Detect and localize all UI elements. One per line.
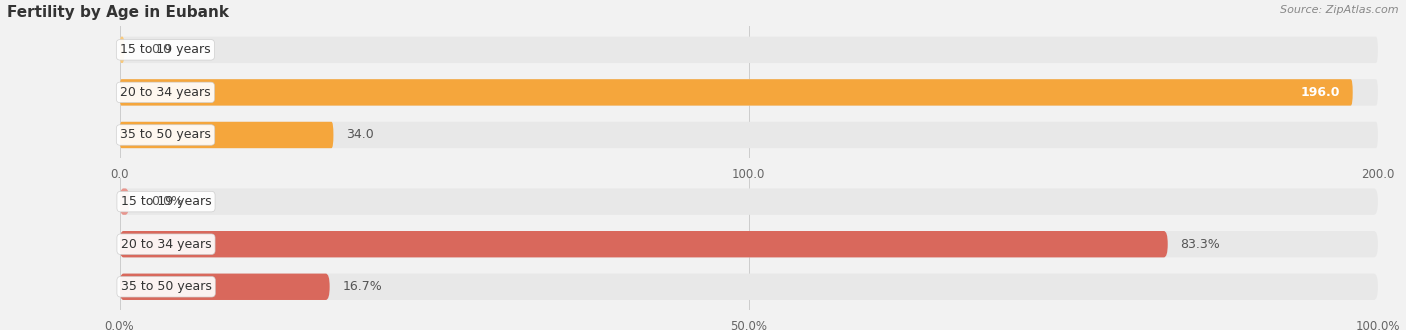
Text: 0.0%: 0.0% (150, 195, 183, 208)
Text: 83.3%: 83.3% (1180, 238, 1220, 251)
Text: 35 to 50 years: 35 to 50 years (121, 280, 211, 293)
Text: 34.0: 34.0 (346, 128, 374, 142)
Text: 35 to 50 years: 35 to 50 years (120, 128, 211, 142)
Text: 16.7%: 16.7% (342, 280, 382, 293)
FancyBboxPatch shape (120, 122, 1378, 148)
Text: 15 to 19 years: 15 to 19 years (121, 195, 211, 208)
FancyBboxPatch shape (120, 79, 1353, 106)
Text: 15 to 19 years: 15 to 19 years (120, 43, 211, 56)
FancyBboxPatch shape (120, 122, 333, 148)
FancyBboxPatch shape (120, 79, 1378, 106)
FancyBboxPatch shape (120, 274, 1378, 300)
Text: Fertility by Age in Eubank: Fertility by Age in Eubank (7, 5, 229, 20)
FancyBboxPatch shape (120, 37, 124, 63)
Text: Source: ZipAtlas.com: Source: ZipAtlas.com (1281, 5, 1399, 15)
Text: 196.0: 196.0 (1301, 86, 1340, 99)
FancyBboxPatch shape (120, 274, 329, 300)
FancyBboxPatch shape (120, 231, 1378, 257)
FancyBboxPatch shape (120, 188, 129, 215)
Text: 20 to 34 years: 20 to 34 years (120, 86, 211, 99)
FancyBboxPatch shape (120, 37, 1378, 63)
FancyBboxPatch shape (120, 231, 1168, 257)
Text: 20 to 34 years: 20 to 34 years (121, 238, 211, 251)
Text: 0.0: 0.0 (150, 43, 172, 56)
FancyBboxPatch shape (120, 188, 1378, 215)
